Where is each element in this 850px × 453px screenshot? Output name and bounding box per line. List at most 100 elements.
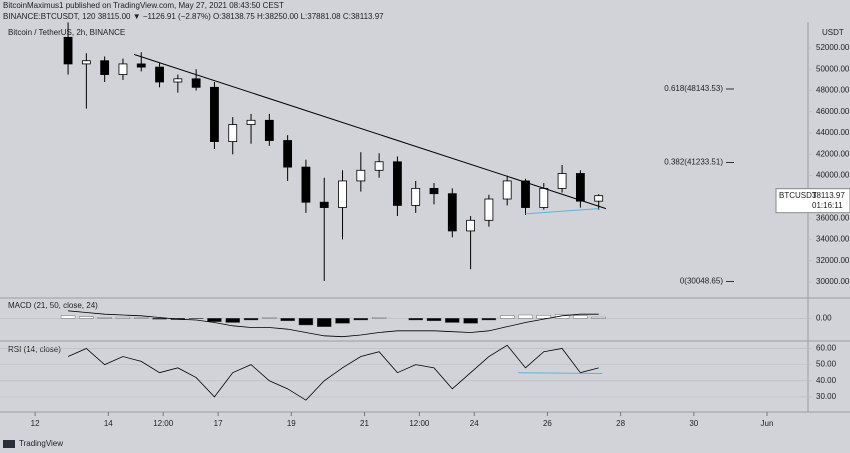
x-tick-label: 19 (287, 419, 296, 428)
y-tick-label: 30000.00 (816, 277, 850, 286)
trendline (133, 53, 607, 210)
candle-body (283, 140, 293, 168)
fib-label: 0.382(41233.51) (664, 158, 723, 167)
y-tick-label: 52000.00 (816, 43, 850, 52)
y-tick-label: 36000.00 (816, 213, 850, 222)
x-tick-label: 26 (543, 419, 552, 428)
y-tick-label: 42000.00 (816, 149, 850, 158)
author-line: BitcoinMaximus1 published on TradingView… (3, 1, 284, 10)
macd-bar (445, 318, 460, 323)
candle-body (264, 119, 274, 141)
price-symbol: BTCUSDT (779, 191, 817, 200)
candle-body (155, 66, 164, 83)
y-tick-label: 46000.00 (816, 107, 850, 116)
candle-body (429, 187, 439, 195)
macd-bar (408, 318, 423, 321)
candle-body (118, 63, 128, 75)
brand[interactable]: TradingView (19, 439, 63, 448)
macd-bar (280, 318, 295, 322)
macd-bar (225, 318, 240, 323)
pane-title: Bitcoin / TetherUS, 2h, BINANCE (8, 28, 125, 37)
candle-body (411, 187, 421, 206)
rsi-title: RSI (14, close) (8, 345, 61, 354)
macd-bar (536, 315, 551, 319)
fib-label: 0(30048.65) (680, 277, 723, 286)
macd-bar (262, 317, 277, 319)
trendline (525, 208, 599, 215)
x-tick-label: 21 (360, 419, 369, 428)
x-tick-label: 30 (689, 419, 698, 428)
candle-body (191, 78, 201, 88)
y-tick-label: 48000.00 (816, 86, 850, 95)
candle-body (228, 124, 238, 142)
candle-body (575, 173, 585, 202)
y-tick-label: 60.00 (816, 344, 837, 353)
macd-bar (518, 314, 533, 319)
macd-bar (60, 315, 76, 319)
y-tick-label: 30.00 (816, 392, 837, 401)
rsi-line (67, 344, 599, 401)
unit-label: USDT (822, 28, 844, 37)
x-tick-label: 12:00 (409, 419, 430, 428)
macd-line (68, 310, 599, 338)
macd-bar (152, 318, 167, 320)
x-tick-label: 17 (214, 419, 223, 428)
candle-body (374, 161, 384, 171)
y-tick-label: 50000.00 (816, 64, 850, 73)
macd-bar (426, 318, 442, 322)
candle-body (246, 119, 256, 125)
macd-bar (97, 317, 112, 319)
y-tick-label: 44000.00 (816, 128, 850, 137)
y-tick-label: 32000.00 (816, 256, 850, 265)
candle-body (338, 180, 347, 208)
macd-bar (499, 315, 515, 319)
y-tick-label: 0.00 (816, 313, 832, 322)
macd-bar (298, 318, 314, 326)
candle-body (136, 63, 146, 68)
x-tick-label: 14 (104, 419, 113, 428)
y-tick-label: 40.00 (816, 376, 837, 385)
candle-body (173, 78, 183, 83)
macd-bar (554, 314, 570, 319)
price-value: 38113.97 (812, 191, 845, 200)
rsi-support (518, 372, 603, 374)
macd-bar (591, 316, 606, 319)
candle-body (393, 161, 402, 206)
candle-body (594, 195, 604, 202)
y-tick-label: 40000.00 (816, 171, 850, 180)
macd-bar (371, 317, 387, 319)
candle-body (539, 187, 549, 208)
x-tick-label: 28 (616, 419, 625, 428)
macd-bar (335, 318, 350, 324)
candle-body (63, 36, 73, 65)
candle-body (100, 60, 110, 75)
macd-title: MACD (21, 50, close, 24) (8, 301, 98, 310)
macd-bar (463, 318, 478, 324)
macd-bar (207, 318, 222, 322)
candle-body (466, 219, 476, 232)
macd-bar (353, 318, 369, 321)
macd-bar (317, 318, 332, 327)
brand-logo (3, 440, 15, 448)
price-tag (775, 188, 850, 214)
macd-bar (243, 318, 259, 321)
macd-bar (573, 315, 588, 319)
symbol-line: BINANCE:BTCUSDT, 120 38115.00 ▼ −1126.91… (3, 12, 384, 21)
candle-body (319, 201, 329, 208)
x-tick-label: 24 (470, 419, 479, 428)
candle-body (484, 198, 494, 221)
macd-bar (79, 316, 94, 319)
macd-bar (115, 316, 131, 319)
x-tick-label: 12:00 (153, 419, 174, 428)
x-tick-label: Jun (761, 419, 774, 428)
macd-bar (481, 318, 497, 321)
macd-bar (134, 317, 149, 319)
y-tick-label: 34000.00 (816, 235, 850, 244)
price-countdown: 01:16:11 (812, 201, 843, 210)
candle-body (521, 180, 530, 208)
candle-body (356, 169, 366, 182)
y-tick-label: 50.00 (816, 360, 837, 369)
candle-body (210, 86, 219, 142)
